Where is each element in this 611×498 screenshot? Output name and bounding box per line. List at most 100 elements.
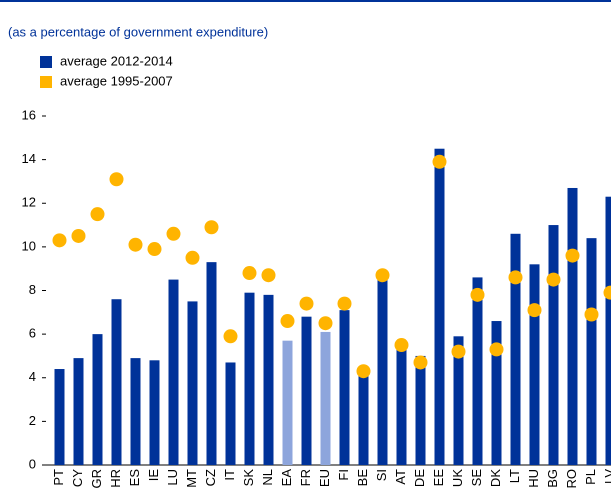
bar	[263, 294, 274, 465]
x-tick-label: NL	[260, 469, 275, 486]
bar	[605, 196, 611, 466]
dot	[52, 233, 67, 248]
bar	[301, 316, 312, 465]
x-tick-label: GR	[89, 469, 104, 489]
y-tick-label: 16	[22, 107, 36, 122]
x-tick-label: RO	[564, 469, 579, 489]
bar	[244, 292, 255, 465]
bar	[510, 233, 521, 465]
dot	[603, 285, 611, 300]
dot	[546, 272, 561, 287]
x-tick-label: LU	[165, 469, 180, 486]
x-tick-label: AT	[393, 469, 408, 485]
bar	[548, 225, 559, 465]
x-tick-label: FI	[336, 469, 351, 481]
bar	[567, 187, 578, 465]
bar	[187, 301, 198, 465]
bar	[149, 360, 160, 465]
legend-swatch	[40, 56, 52, 68]
y-tick-label: 12	[22, 195, 36, 210]
y-tick-label: 6	[29, 326, 36, 341]
dot	[337, 296, 352, 311]
legend-swatch	[40, 76, 52, 88]
x-tick-label: ES	[127, 469, 142, 487]
bar	[320, 331, 331, 465]
y-tick-label: 4	[29, 369, 36, 384]
bar	[377, 277, 388, 465]
x-tick-label: IT	[222, 469, 237, 481]
bar	[491, 321, 502, 465]
x-tick-label: CZ	[203, 469, 218, 486]
x-tick-label: LV	[602, 469, 611, 484]
dot	[508, 270, 523, 285]
x-tick-label: PL	[583, 469, 598, 485]
bar	[396, 349, 407, 465]
dot	[584, 307, 599, 322]
dot	[128, 237, 143, 252]
x-tick-label: EA	[279, 469, 294, 487]
dot	[109, 172, 124, 187]
dot	[204, 220, 219, 235]
x-tick-label: IE	[146, 469, 161, 482]
dot	[451, 344, 466, 359]
dot	[223, 329, 238, 344]
dot	[394, 338, 409, 353]
y-tick-label: 14	[22, 151, 36, 166]
x-tick-label: DE	[412, 469, 427, 487]
dot	[147, 242, 162, 257]
x-tick-label: LT	[507, 469, 522, 483]
bar	[225, 362, 236, 465]
legend-label: average 1995-2007	[60, 73, 173, 88]
x-tick-label: BG	[545, 469, 560, 488]
top-rule	[0, 0, 611, 2]
bar	[358, 373, 369, 465]
bar	[168, 279, 179, 465]
x-tick-label: CY	[70, 469, 85, 487]
dot	[90, 207, 105, 222]
bar	[339, 310, 350, 465]
bar	[206, 262, 217, 465]
x-tick-label: BE	[355, 469, 370, 487]
x-tick-label: MT	[184, 469, 199, 488]
dot	[470, 287, 485, 302]
x-tick-label: EU	[317, 469, 332, 487]
x-tick-label: SI	[374, 469, 389, 481]
dot	[261, 268, 276, 283]
dot	[356, 364, 371, 379]
bar	[92, 334, 103, 465]
y-tick-label: 10	[22, 238, 36, 253]
x-tick-label: HR	[108, 469, 123, 488]
dot	[489, 342, 504, 357]
dot	[375, 268, 390, 283]
bar	[434, 148, 445, 465]
dot	[71, 228, 86, 243]
dot	[318, 316, 333, 331]
dot	[166, 226, 181, 241]
dot	[280, 314, 295, 329]
x-tick-label: PT	[51, 469, 66, 486]
bar	[586, 238, 597, 465]
x-tick-label: UK	[450, 469, 465, 487]
dot	[565, 248, 580, 263]
bar	[282, 340, 293, 465]
dot	[527, 303, 542, 318]
bar	[415, 355, 426, 465]
dot	[242, 266, 257, 281]
bar	[529, 264, 540, 465]
x-tick-label: SE	[469, 469, 484, 487]
y-tick-label: 2	[29, 413, 36, 428]
bar	[130, 358, 141, 465]
bar	[73, 358, 84, 465]
dot	[185, 250, 200, 265]
x-tick-label: FR	[298, 469, 313, 486]
y-tick-label: 0	[29, 456, 36, 471]
bar	[472, 277, 483, 465]
x-tick-label: DK	[488, 469, 503, 487]
x-tick-label: EE	[431, 469, 446, 487]
bar	[111, 299, 122, 465]
chart-subtitle: (as a percentage of government expenditu…	[8, 24, 268, 39]
dot	[432, 154, 447, 169]
x-tick-label: SK	[241, 469, 256, 487]
y-tick-label: 8	[29, 282, 36, 297]
